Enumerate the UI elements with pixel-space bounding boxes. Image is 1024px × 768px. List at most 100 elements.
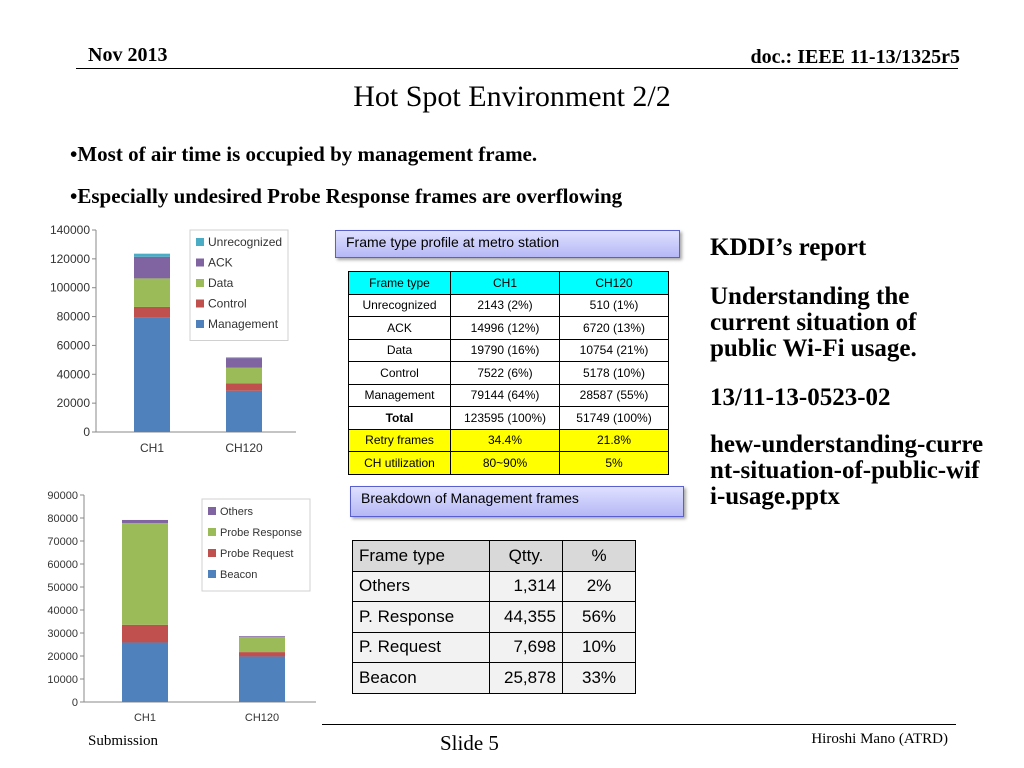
bar-segment-management: [226, 390, 262, 432]
table-row-highlight: Retry frames 34.4% 21.8%: [348, 428, 669, 452]
bullet-1: •Most of air time is occupied by managem…: [70, 142, 538, 166]
side-filename: hew-understanding-current-situation-of-p…: [710, 431, 984, 510]
table-cell: 7,698: [489, 631, 563, 663]
y-tick-label: 40000: [57, 367, 91, 381]
table-header-cell: %: [562, 540, 636, 572]
legend-swatch: [196, 258, 204, 267]
legend-label: Data: [208, 276, 234, 290]
table-cell: 14996 (12%): [450, 316, 560, 340]
header-doc-id: doc.: IEEE 11-13/1325r5: [750, 46, 960, 68]
table-row: ACK 14996 (12%) 6720 (13%): [348, 316, 669, 340]
table-cell: Retry frames: [348, 428, 451, 452]
table-row: Beacon 25,878 33%: [352, 662, 636, 694]
legend-swatch: [196, 299, 204, 308]
legend-label: Control: [208, 297, 247, 311]
table-cell: CH utilization: [348, 451, 451, 475]
y-tick-label: 100000: [50, 281, 90, 295]
legend-swatch: [208, 549, 216, 557]
table-cell: Data: [348, 338, 451, 362]
legend-label: Others: [220, 506, 254, 518]
header-date: Nov 2013: [88, 44, 168, 66]
y-tick-label: 20000: [57, 396, 91, 410]
legend-box: [189, 229, 289, 341]
x-category-label: CH1: [140, 441, 164, 455]
table-header-cell: Frame type: [348, 271, 451, 295]
table-cell: 10754 (21%): [559, 338, 669, 362]
legend-label: Management: [208, 317, 279, 331]
table-row: P. Request 7,698 10%: [352, 631, 636, 663]
legend-label: Probe Request: [220, 548, 293, 560]
y-tick-label: 60000: [47, 559, 78, 571]
table-cell: 25,878: [489, 662, 563, 694]
bar-segment-data: [134, 278, 170, 307]
legend-swatch: [208, 528, 216, 536]
slide-title: Hot Spot Environment 2/2: [353, 80, 671, 113]
bar-segment-probe-request: [122, 624, 168, 643]
table-cell: 2%: [562, 570, 636, 602]
table-cell: Total: [348, 406, 451, 430]
table-header-cell: Qtty.: [489, 540, 563, 572]
bar-segment-management: [134, 317, 170, 432]
callout-frame-type-profile: Frame type profile at metro station: [335, 230, 680, 258]
legend-label: Probe Response: [220, 527, 302, 539]
x-category-label: CH120: [225, 441, 263, 455]
table-cell: Beacon: [352, 662, 490, 694]
legend-label: ACK: [208, 256, 233, 270]
y-tick-label: 0: [72, 697, 78, 709]
bar-segment-control: [134, 306, 170, 318]
bar-segment-unrecognized: [226, 357, 262, 359]
footer-rule: [322, 724, 956, 725]
bar-segment-probe-response: [122, 522, 168, 625]
side-doc-number: 13/11-13-0523-02: [710, 384, 891, 411]
footer-author: Hiroshi Mano (ATRD): [811, 731, 948, 747]
legend-swatch: [208, 570, 216, 578]
bullet-2: •Especially undesired Probe Response fra…: [70, 184, 623, 208]
table-header-cell: CH1: [450, 271, 560, 295]
bar-segment-probe-request: [239, 652, 285, 657]
management-breakdown-table: Frame type Qtty. % Others 1,314 2% P. Re…: [352, 540, 636, 694]
legend-swatch: [208, 507, 216, 515]
bar-segment-others: [239, 636, 285, 638]
y-tick-label: 90000: [47, 490, 78, 502]
table-cell: Control: [348, 361, 451, 385]
table-cell: 28587 (55%): [559, 383, 669, 407]
y-tick-label: 70000: [47, 536, 78, 548]
bar-segment-data: [226, 367, 262, 384]
table-cell: 2143 (2%): [450, 293, 560, 317]
legend-swatch: [196, 279, 204, 287]
table-header-row: Frame type CH1 CH120: [348, 271, 669, 295]
table-cell: 34.4%: [450, 428, 560, 452]
bar-segment-beacon: [122, 642, 168, 702]
table-cell: 51749 (100%): [559, 406, 669, 430]
frame-type-chart-svg: 0 20000 40000 60000 80000 100000 120000 140000 C…: [50, 223, 296, 455]
bar-segment-beacon: [239, 656, 285, 702]
side-description: Understanding the current situation of p…: [710, 283, 917, 362]
callout-management-breakdown: Breakdown of Management frames: [350, 486, 684, 517]
bar-segment-others: [122, 519, 168, 523]
table-header-row: Frame type Qtty. %: [352, 540, 636, 572]
table-cell: 80~90%: [450, 451, 560, 475]
y-tick-label: 80000: [47, 513, 78, 525]
x-category-label: CH1: [134, 712, 156, 724]
side-report-label: KDDI’s report: [710, 234, 867, 261]
table-cell: 19790 (16%): [450, 338, 560, 362]
table-cell: 5%: [559, 451, 669, 475]
table-row: Data 19790 (16%) 10754 (21%): [348, 338, 669, 362]
bar-segment-ack: [226, 358, 262, 368]
table-cell: P. Response: [352, 601, 490, 633]
management-breakdown-chart: 0 10000 20000 30000 40000 50000 60000 70000 8000…: [30, 483, 320, 733]
y-tick-label: 30000: [47, 628, 78, 640]
table-cell: P. Request: [352, 631, 490, 663]
table-header-cell: Frame type: [352, 540, 490, 572]
legend-box: [201, 498, 311, 592]
legend-label: Beacon: [220, 569, 257, 581]
y-tick-label: 20000: [47, 651, 78, 663]
table-row-highlight: CH utilization 80~90% 5%: [348, 451, 669, 475]
table-cell: 1,314: [489, 570, 563, 602]
y-tick-label: 0: [83, 425, 90, 439]
y-tick-label: 50000: [47, 582, 78, 594]
legend-label: Unrecognized: [208, 235, 282, 249]
header-rule: [76, 68, 958, 69]
table-cell: 33%: [562, 662, 636, 694]
table-row-total: Total 123595 (100%) 51749 (100%): [348, 406, 669, 430]
